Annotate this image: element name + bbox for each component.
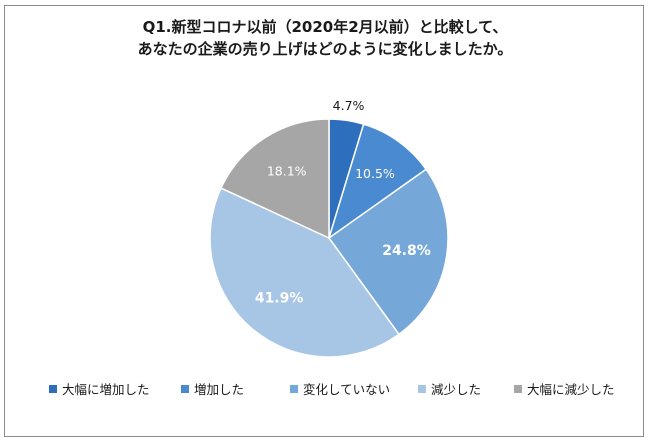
legend-item-4: 減少した xyxy=(418,379,481,398)
legend-swatch-2 xyxy=(181,384,189,393)
legend-label-3: 変化していない xyxy=(303,382,391,397)
data-label-3: 24.8% xyxy=(382,243,431,259)
legend-label-5: 大幅に減少した xyxy=(527,382,615,397)
data-label-2: 10.5% xyxy=(355,166,395,181)
legend-swatch-3 xyxy=(290,384,298,393)
pie-chart: 4.7% 10.5% 24.8% 41.9% 18.1% xyxy=(209,98,449,358)
chart-title: Q1.新型コロナ以前（2020年2月以前）と比較して、 あなたの企業の売り上げは… xyxy=(5,16,645,60)
data-label-1: 4.7% xyxy=(333,98,365,113)
chart-frame: Q1.新型コロナ以前（2020年2月以前）と比較して、 あなたの企業の売り上げは… xyxy=(4,5,644,437)
data-label-5: 18.1% xyxy=(267,163,307,178)
legend-label-4: 減少した xyxy=(431,382,482,397)
legend-item-2: 増加した xyxy=(181,379,244,398)
chart-title-line-1: Q1.新型コロナ以前（2020年2月以前）と比較して、 xyxy=(142,18,508,36)
legend-swatch-5 xyxy=(514,384,522,393)
legend-label-1: 大幅に増加した xyxy=(62,382,150,397)
legend-item-3: 変化していない xyxy=(290,379,390,398)
chart-legend: 大幅に増加した 増加した 変化していない 減少した 大幅に減少した xyxy=(5,379,645,399)
legend-label-2: 増加した xyxy=(194,382,245,397)
pie-slice-5 xyxy=(220,118,330,240)
legend-item-1: 大幅に増加した xyxy=(49,379,150,398)
data-label-4: 41.9% xyxy=(255,291,304,307)
legend-swatch-4 xyxy=(418,384,426,393)
pie-slice-4 xyxy=(209,187,400,358)
pie-slice-2 xyxy=(327,123,428,240)
pie-slice-3 xyxy=(327,168,449,336)
legend-item-5: 大幅に減少した xyxy=(514,379,615,398)
legend-swatch-1 xyxy=(49,384,57,393)
chart-title-line-2: あなたの企業の売り上げはどのように変化しましたか。 xyxy=(137,40,513,58)
